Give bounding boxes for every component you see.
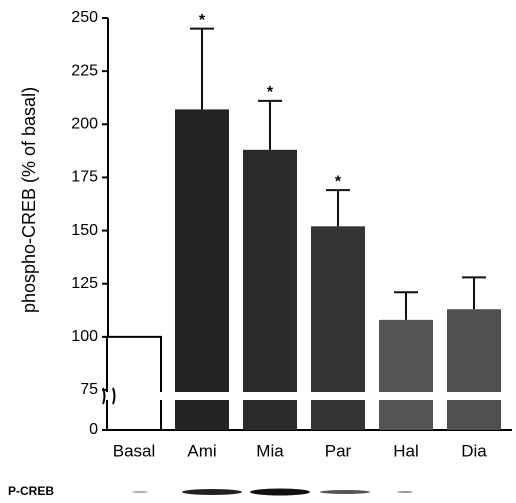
error-bar <box>394 292 418 320</box>
blot-label: P-CREB <box>8 484 54 498</box>
error-bar <box>258 101 282 150</box>
y-tick-label: 150 <box>71 222 98 239</box>
x-tick-label: Basal <box>113 441 156 460</box>
x-tick-label: Ami <box>187 441 216 460</box>
bar <box>175 109 229 430</box>
bar <box>447 309 501 430</box>
significance-mark: * <box>199 12 206 29</box>
y-tick-label: 75 <box>80 381 98 398</box>
bar <box>379 320 433 430</box>
bar <box>107 337 161 430</box>
y-tick-label: 100 <box>71 328 98 345</box>
x-tick-label: Hal <box>393 441 419 460</box>
y-axis-label: phospho-CREB (% of basal) <box>19 87 39 313</box>
y-tick-label: 200 <box>71 116 98 133</box>
y-tick-label: 250 <box>71 9 98 26</box>
error-bar <box>462 277 486 309</box>
error-bar <box>190 29 214 110</box>
blot-bands <box>132 489 413 496</box>
axis-break <box>106 392 516 400</box>
y-tick-label: 0 <box>89 421 98 438</box>
x-tick-label: Par <box>325 441 352 460</box>
y-tick-label: 125 <box>71 275 98 292</box>
x-tick-label: Mia <box>256 441 284 460</box>
significance-mark: * <box>335 173 342 190</box>
y-tick-label: 175 <box>71 169 98 186</box>
significance-mark: * <box>267 84 274 101</box>
page: {"chart_data": {"type": "bar", "y_label"… <box>0 0 516 503</box>
bar <box>243 150 297 430</box>
error-bar <box>326 190 350 226</box>
y-tick-label: 225 <box>71 62 98 79</box>
chart: phospho-CREB (% of basal) P-CREB 0 75 100 1… <box>0 0 516 503</box>
x-tick-label: Dia <box>461 441 487 460</box>
